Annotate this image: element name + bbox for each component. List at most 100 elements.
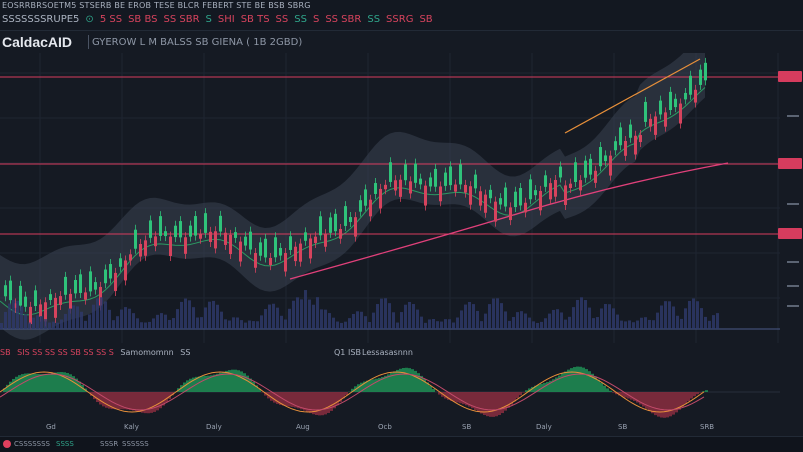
candle-body	[274, 237, 277, 257]
candle-body	[49, 294, 52, 300]
indicator-pane[interactable]	[0, 362, 780, 422]
ticker-item[interactable]: SS	[276, 14, 289, 25]
volume-bar	[544, 318, 547, 329]
candle-body	[644, 102, 647, 122]
volume-bar	[240, 320, 243, 329]
ticker-item[interactable]: SB TS	[241, 14, 270, 25]
price-axis[interactable]	[780, 53, 803, 343]
status-item[interactable]: SSSSSS	[122, 440, 149, 448]
ticker-item[interactable]: 5 SS	[100, 14, 122, 25]
ticker-item[interactable]: SS	[367, 14, 380, 25]
candle-body	[509, 207, 512, 220]
histogram-bar	[546, 382, 549, 392]
volume-bar	[192, 307, 195, 329]
ticker-item[interactable]: S	[313, 14, 319, 25]
indicator-label[interactable]: SB	[0, 348, 11, 357]
volume-bar	[432, 319, 435, 329]
candle-body	[64, 277, 67, 295]
main-chart[interactable]	[0, 53, 780, 343]
ticker-item[interactable]: SHI	[218, 14, 235, 25]
candle-body	[554, 180, 557, 197]
candle-body	[159, 216, 162, 236]
candle-body	[214, 231, 217, 248]
volume-bar	[28, 323, 31, 329]
price-tick	[787, 115, 799, 117]
candle-body	[579, 180, 582, 190]
candle-body	[684, 93, 687, 99]
histogram-bar	[147, 392, 150, 413]
volume-bar	[476, 311, 479, 329]
status-item[interactable]: CSSSSSSS	[14, 440, 50, 448]
histogram-bar	[114, 392, 117, 409]
volume-bar	[36, 315, 39, 329]
volume-bar	[512, 317, 515, 329]
candle-body	[439, 186, 442, 201]
volume-bar	[64, 314, 67, 329]
candle-body	[154, 236, 157, 246]
candle-body	[34, 290, 37, 306]
histogram-bar	[411, 369, 414, 392]
volume-bar	[412, 304, 415, 329]
price-chart-svg[interactable]	[0, 53, 780, 343]
volume-bar	[632, 322, 635, 329]
indicator-label: Lessasasnnn	[362, 348, 413, 357]
time-axis[interactable]: Gd Kaly Daly Aug Ocb SB Daly SB SRB	[0, 422, 780, 434]
histogram-bar	[39, 374, 42, 392]
volume-bar	[76, 306, 79, 329]
indicator-chart-svg[interactable]	[0, 362, 780, 422]
status-item[interactable]: SSSR	[100, 440, 118, 448]
volume-bar	[56, 323, 59, 329]
candle-body	[129, 254, 132, 260]
candle-body	[119, 258, 122, 267]
volume-bar	[568, 317, 571, 329]
ticker-item[interactable]: SSRG	[386, 14, 413, 25]
volume-bar	[136, 318, 139, 329]
candle-body	[659, 101, 662, 115]
volume-bar	[280, 316, 283, 329]
ticker-item[interactable]: S	[206, 14, 212, 25]
volume-bar	[688, 301, 691, 329]
candle-body	[534, 190, 537, 195]
volume-bar	[668, 301, 671, 329]
volume-bar	[556, 309, 559, 329]
histogram-bar	[48, 373, 51, 392]
price-label-top	[778, 71, 802, 82]
volume-bar	[712, 315, 715, 329]
volume-bar	[168, 320, 171, 329]
volume-bar	[348, 318, 351, 329]
histogram-bar	[237, 370, 240, 392]
ticker-item[interactable]: SS SBR	[163, 14, 199, 25]
volume-bar	[452, 323, 455, 329]
status-item[interactable]: SSSS	[56, 440, 74, 448]
candle-body	[309, 238, 312, 258]
ticker-item[interactable]: SB	[419, 14, 432, 25]
volume-bar	[392, 312, 395, 329]
symbol-title[interactable]: CaldacAID	[2, 34, 72, 50]
ticker-item[interactable]: SB BS	[128, 14, 157, 25]
ticker-item[interactable]: SS SBR	[325, 14, 361, 25]
ticker-item[interactable]: ⊙	[85, 14, 93, 25]
histogram-bar	[213, 375, 216, 392]
candle-body	[539, 191, 542, 210]
histogram-bar	[576, 367, 579, 392]
candle-body	[444, 173, 447, 186]
ticker-item[interactable]: SS	[294, 14, 307, 25]
volume-bar	[564, 320, 567, 329]
volume-bar	[160, 313, 163, 329]
volume-bar	[580, 297, 583, 329]
volume-bar	[112, 320, 115, 329]
volume-bar	[40, 316, 43, 329]
histogram-bar	[459, 392, 462, 403]
volume-bar	[624, 321, 627, 329]
candle-body	[359, 200, 362, 211]
volume-bar	[336, 322, 339, 329]
histogram-bar	[432, 389, 435, 392]
candle-body	[424, 186, 427, 206]
price-tick	[787, 285, 799, 287]
volume-bar	[344, 322, 347, 329]
histogram-bar	[477, 392, 480, 412]
ticker-item[interactable]: SSSSSSSRUPE5	[2, 14, 79, 25]
candle-body	[74, 280, 77, 293]
candle-body	[124, 260, 127, 280]
candle-body	[4, 285, 7, 296]
